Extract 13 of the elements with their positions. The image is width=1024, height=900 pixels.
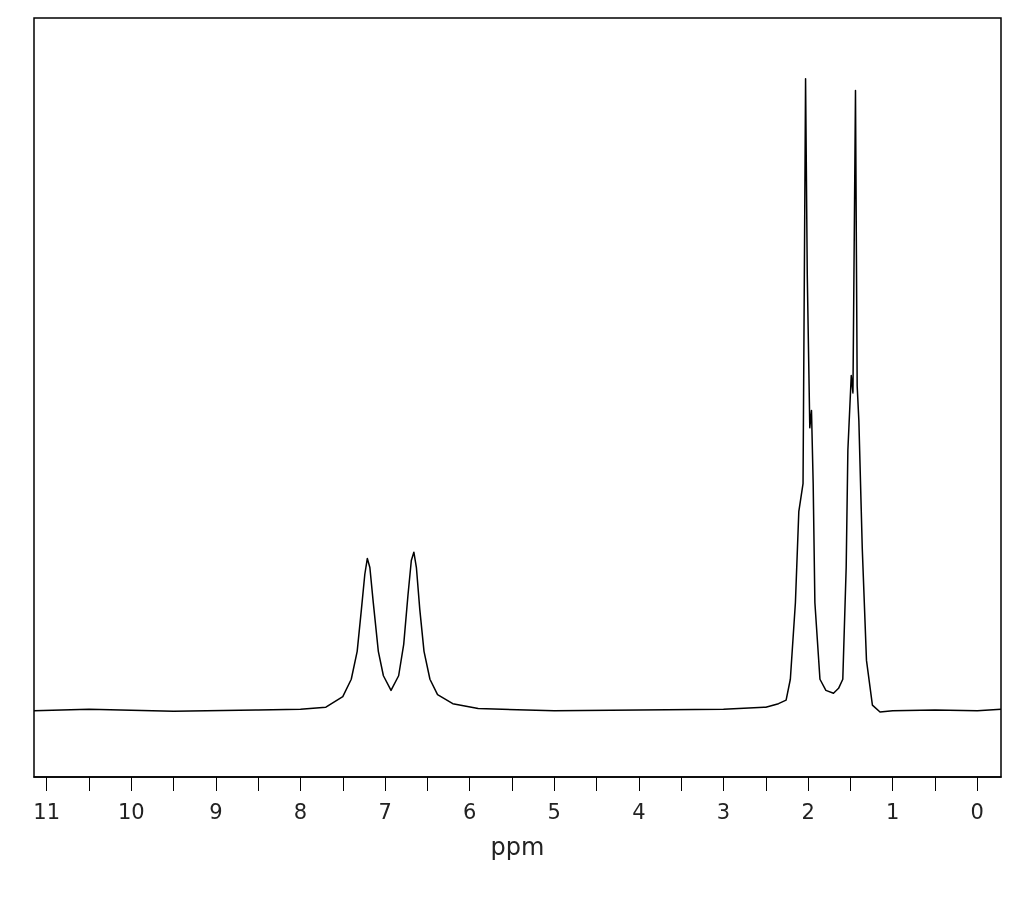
x-tick-label: 3 — [716, 799, 731, 824]
x-tick-label: 8 — [293, 799, 308, 824]
x-tick-label: 6 — [463, 799, 477, 824]
x-axis-title: ppm — [490, 833, 545, 861]
x-tick-label: 5 — [547, 799, 561, 824]
x-tick-label: 1 — [886, 799, 900, 824]
x-tick-label: 0 — [970, 799, 984, 824]
x-tick-label: 10 — [117, 799, 145, 824]
x-tick-label: 11 — [33, 799, 61, 824]
x-tick-label: 2 — [801, 799, 815, 824]
x-tick-label: 7 — [378, 799, 392, 824]
x-tick-label: 4 — [632, 799, 646, 824]
x-tick-label: 9 — [209, 799, 223, 824]
